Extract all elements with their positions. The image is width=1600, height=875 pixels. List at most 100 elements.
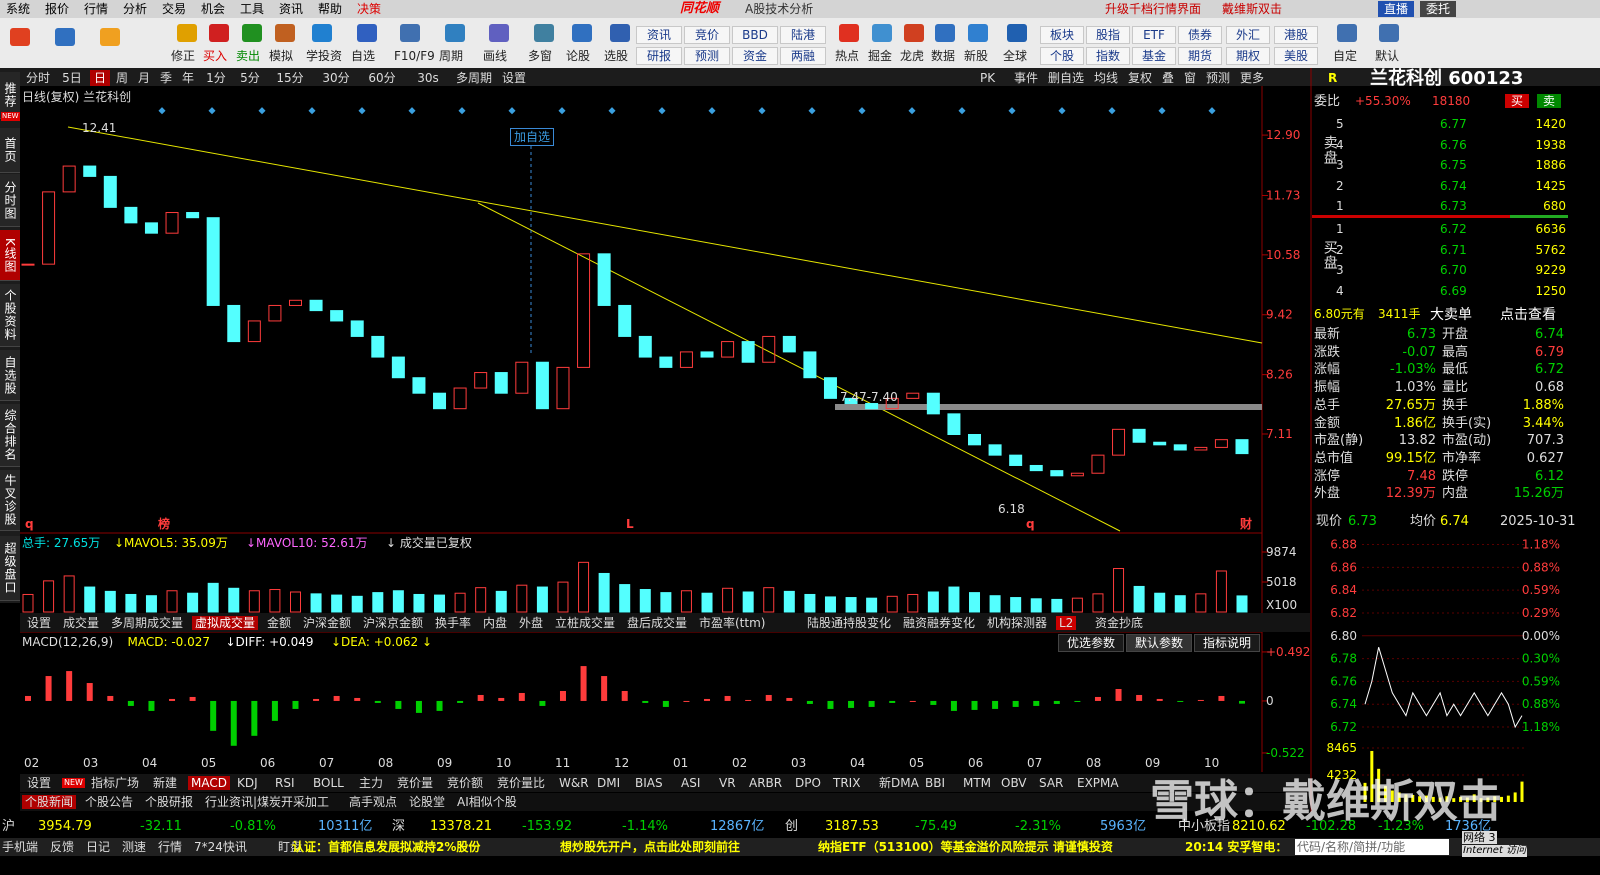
toolbar-button[interactable]: 自定: [1333, 49, 1358, 63]
toolbar-grid-button[interactable]: BBD: [732, 26, 778, 44]
status-item[interactable]: 7*24快讯: [194, 840, 247, 854]
toolbar-button[interactable]: 多窗: [528, 49, 553, 63]
menu-item[interactable]: 资讯: [279, 2, 304, 16]
status-item[interactable]: 反馈: [50, 840, 75, 854]
status-item[interactable]: 盯盘: [278, 840, 303, 854]
indicator-tab[interactable]: BOLL: [313, 776, 344, 790]
search-box[interactable]: 代码/名称/简拼/功能: [1295, 839, 1449, 855]
period-tab[interactable]: 设置: [501, 71, 526, 85]
chart-tool[interactable]: 均线: [1094, 71, 1119, 85]
toolbar-grid-button[interactable]: 陆港: [780, 26, 826, 44]
news-tab[interactable]: AI相似个股: [457, 795, 517, 809]
top-button[interactable]: 直播: [1378, 1, 1415, 17]
sidebar-tab[interactable]: 超级盘口: [0, 536, 20, 601]
toolbar-button[interactable]: 卖出: [236, 49, 261, 63]
top-link[interactable]: 升级千档行情界面: [1105, 2, 1202, 16]
ticker-text[interactable]: 纳指ETF（513100）等基金溢价风险提示 请谨慎投资: [818, 840, 1113, 854]
volume-tab[interactable]: 设置: [27, 616, 52, 630]
toolbar-grid-button[interactable]: 期货: [1178, 47, 1222, 65]
chart-tool[interactable]: 预测: [1206, 71, 1231, 85]
indicator-tab[interactable]: KDJ: [237, 776, 258, 790]
volume-tab[interactable]: 内盘: [483, 616, 508, 630]
indicator-tab[interactable]: ARBR: [749, 776, 783, 790]
period-tab[interactable]: 60分: [368, 71, 396, 85]
period-tab[interactable]: 分时: [25, 71, 50, 85]
volume-tab[interactable]: 融资融券变化: [903, 616, 976, 630]
indicator-tab[interactable]: 竞价量比: [497, 776, 546, 790]
period-tab[interactable]: 月: [137, 71, 150, 85]
volume-tab[interactable]: 市盈率(ttm): [699, 616, 766, 630]
sidebar-tab[interactable]: 个股资料: [0, 284, 20, 347]
menu-item[interactable]: 帮助: [318, 2, 343, 16]
toolbar-button[interactable]: 数据: [931, 49, 956, 63]
toolbar-grid-button[interactable]: 预测: [684, 47, 730, 65]
status-item[interactable]: 手机端: [2, 840, 39, 854]
indicator-tab[interactable]: ASI: [681, 776, 701, 790]
volume-tab[interactable]: 换手率: [435, 616, 472, 630]
toolbar-button[interactable]: 论股: [566, 49, 591, 63]
indicator-tab[interactable]: OBV: [1001, 776, 1027, 790]
indicator-tab[interactable]: DMI: [597, 776, 621, 790]
toolbar-grid-button[interactable]: 股指: [1086, 26, 1130, 44]
period-tab[interactable]: 1分: [206, 71, 226, 85]
toolbar-button[interactable]: 选股: [604, 49, 629, 63]
toolbar-grid-button[interactable]: 研报: [636, 47, 682, 65]
volume-tab[interactable]: 外盘: [519, 616, 544, 630]
buy-button[interactable]: 买: [1505, 94, 1529, 108]
indicator-tab[interactable]: MTM: [963, 776, 992, 790]
period-tab[interactable]: 多周期: [455, 71, 492, 85]
volume-tab[interactable]: 成交量: [63, 616, 100, 630]
toolbar-grid-button[interactable]: 美股: [1274, 47, 1318, 65]
sidebar-tab[interactable]: 推荐: [0, 72, 20, 119]
toolbar-grid-button[interactable]: 债券: [1178, 26, 1222, 44]
toolbar-grid-button[interactable]: 资金: [732, 47, 778, 65]
volume-tab[interactable]: 金额: [267, 616, 292, 630]
toolbar-grid-button[interactable]: 外汇: [1226, 26, 1270, 44]
toolbar-button[interactable]: 默认: [1375, 49, 1400, 63]
period-tab[interactable]: 5分: [240, 71, 260, 85]
toolbar-button[interactable]: 热点: [835, 49, 860, 63]
toolbar-button[interactable]: 周期: [439, 49, 464, 63]
sidebar-tab[interactable]: 分时图: [0, 174, 20, 227]
toolbar-button[interactable]: F10/F9: [394, 49, 435, 63]
sidebar-tab[interactable]: 牛叉诊股: [0, 470, 20, 531]
sidebar-tab[interactable]: 自选股: [0, 350, 20, 401]
period-tab[interactable]: 季: [159, 71, 172, 85]
toolbar-grid-button[interactable]: 竞价: [684, 26, 730, 44]
menu-item[interactable]: 分析: [123, 2, 148, 16]
indicator-tab[interactable]: BBI: [925, 776, 946, 790]
chart-tool[interactable]: 事件: [1014, 71, 1039, 85]
toolbar-grid-button[interactable]: 板块: [1040, 26, 1084, 44]
volume-tab[interactable]: 立桩成交量: [555, 616, 616, 630]
indicator-tab[interactable]: TRIX: [833, 776, 861, 790]
toolbar-button[interactable]: 画线: [483, 49, 508, 63]
indicator-tab[interactable]: 竞价量: [397, 776, 434, 790]
toolbar-grid-button[interactable]: 港股: [1274, 26, 1318, 44]
period-tab[interactable]: 30s: [417, 71, 439, 85]
toolbar-grid-button[interactable]: 资讯: [636, 26, 682, 44]
volume-tab[interactable]: 多周期成交量: [111, 616, 184, 630]
status-item[interactable]: 日记: [86, 840, 111, 854]
ticker-text[interactable]: 想炒股先开户，点击此处即刻前往: [560, 840, 741, 854]
chart-tool[interactable]: 窗: [1184, 71, 1197, 85]
toolbar-button[interactable]: 买入: [203, 49, 228, 63]
toolbar-grid-button[interactable]: 指数: [1086, 47, 1130, 65]
volume-tab[interactable]: 沪深京金额: [363, 616, 424, 630]
period-tab[interactable]: 15分: [276, 71, 304, 85]
period-tab[interactable]: 30分: [322, 71, 350, 85]
toolbar-button[interactable]: 全球: [1003, 49, 1028, 63]
indicator-tab[interactable]: VR: [719, 776, 736, 790]
volume-tab[interactable]: 沪深金额: [303, 616, 352, 630]
menu-item[interactable]: 决策: [357, 2, 382, 16]
big-order[interactable]: 点击查看: [1500, 307, 1556, 323]
news-tab[interactable]: 高手观点: [349, 795, 398, 809]
top-button[interactable]: 委托: [1420, 1, 1457, 17]
toolbar-button[interactable]: 学投资: [306, 49, 343, 63]
toolbar-button[interactable]: 龙虎: [900, 49, 925, 63]
toolbar-button[interactable]: 掘金: [868, 49, 893, 63]
volume-tab[interactable]: 资金抄底: [1095, 616, 1144, 630]
volume-tab[interactable]: 陆股通持股变化: [807, 616, 892, 630]
indicator-tab[interactable]: SAR: [1039, 776, 1064, 790]
chart-tool[interactable]: 更多: [1240, 71, 1265, 85]
chart-tool[interactable]: 叠: [1162, 71, 1175, 85]
